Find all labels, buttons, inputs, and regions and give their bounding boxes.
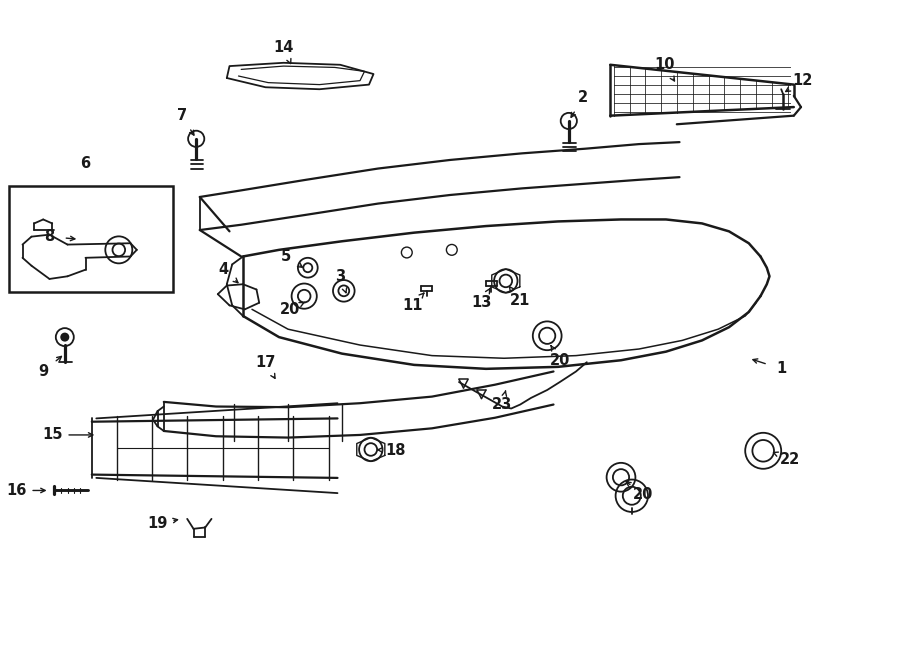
Text: 23: 23	[492, 397, 512, 412]
Text: 16: 16	[6, 483, 26, 498]
Circle shape	[61, 334, 68, 340]
Text: 20: 20	[634, 487, 653, 502]
Text: 11: 11	[402, 298, 422, 313]
Text: 8: 8	[44, 229, 55, 244]
Text: 5: 5	[281, 249, 292, 264]
Text: 4: 4	[218, 262, 229, 277]
Text: 10: 10	[654, 58, 674, 72]
Polygon shape	[227, 63, 374, 89]
Text: 22: 22	[780, 452, 800, 467]
Text: 3: 3	[335, 269, 346, 284]
Text: 7: 7	[176, 108, 187, 123]
Text: 18: 18	[386, 444, 406, 458]
Text: 14: 14	[274, 40, 293, 55]
Text: 13: 13	[472, 295, 491, 310]
Text: 21: 21	[510, 293, 530, 308]
Text: 15: 15	[42, 428, 62, 442]
Text: 9: 9	[38, 364, 49, 379]
Bar	[9, 186, 173, 292]
Text: 1: 1	[776, 362, 787, 376]
Text: 19: 19	[148, 516, 167, 531]
Text: 6: 6	[80, 157, 91, 171]
Text: 20: 20	[280, 302, 300, 317]
Text: 17: 17	[256, 355, 275, 369]
Text: 2: 2	[578, 91, 589, 105]
Text: 12: 12	[793, 73, 813, 88]
Text: 20: 20	[550, 353, 570, 368]
